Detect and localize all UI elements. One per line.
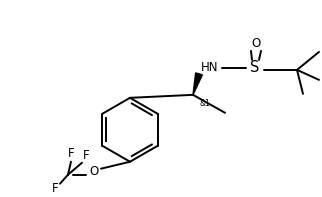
Text: F: F bbox=[68, 147, 74, 160]
Text: F: F bbox=[83, 149, 89, 162]
Text: F: F bbox=[52, 182, 58, 195]
Text: &1: &1 bbox=[200, 99, 211, 108]
Text: O: O bbox=[251, 37, 260, 50]
Polygon shape bbox=[193, 73, 202, 95]
Text: S: S bbox=[250, 60, 260, 75]
Text: O: O bbox=[90, 165, 99, 178]
Text: HN: HN bbox=[201, 61, 219, 74]
